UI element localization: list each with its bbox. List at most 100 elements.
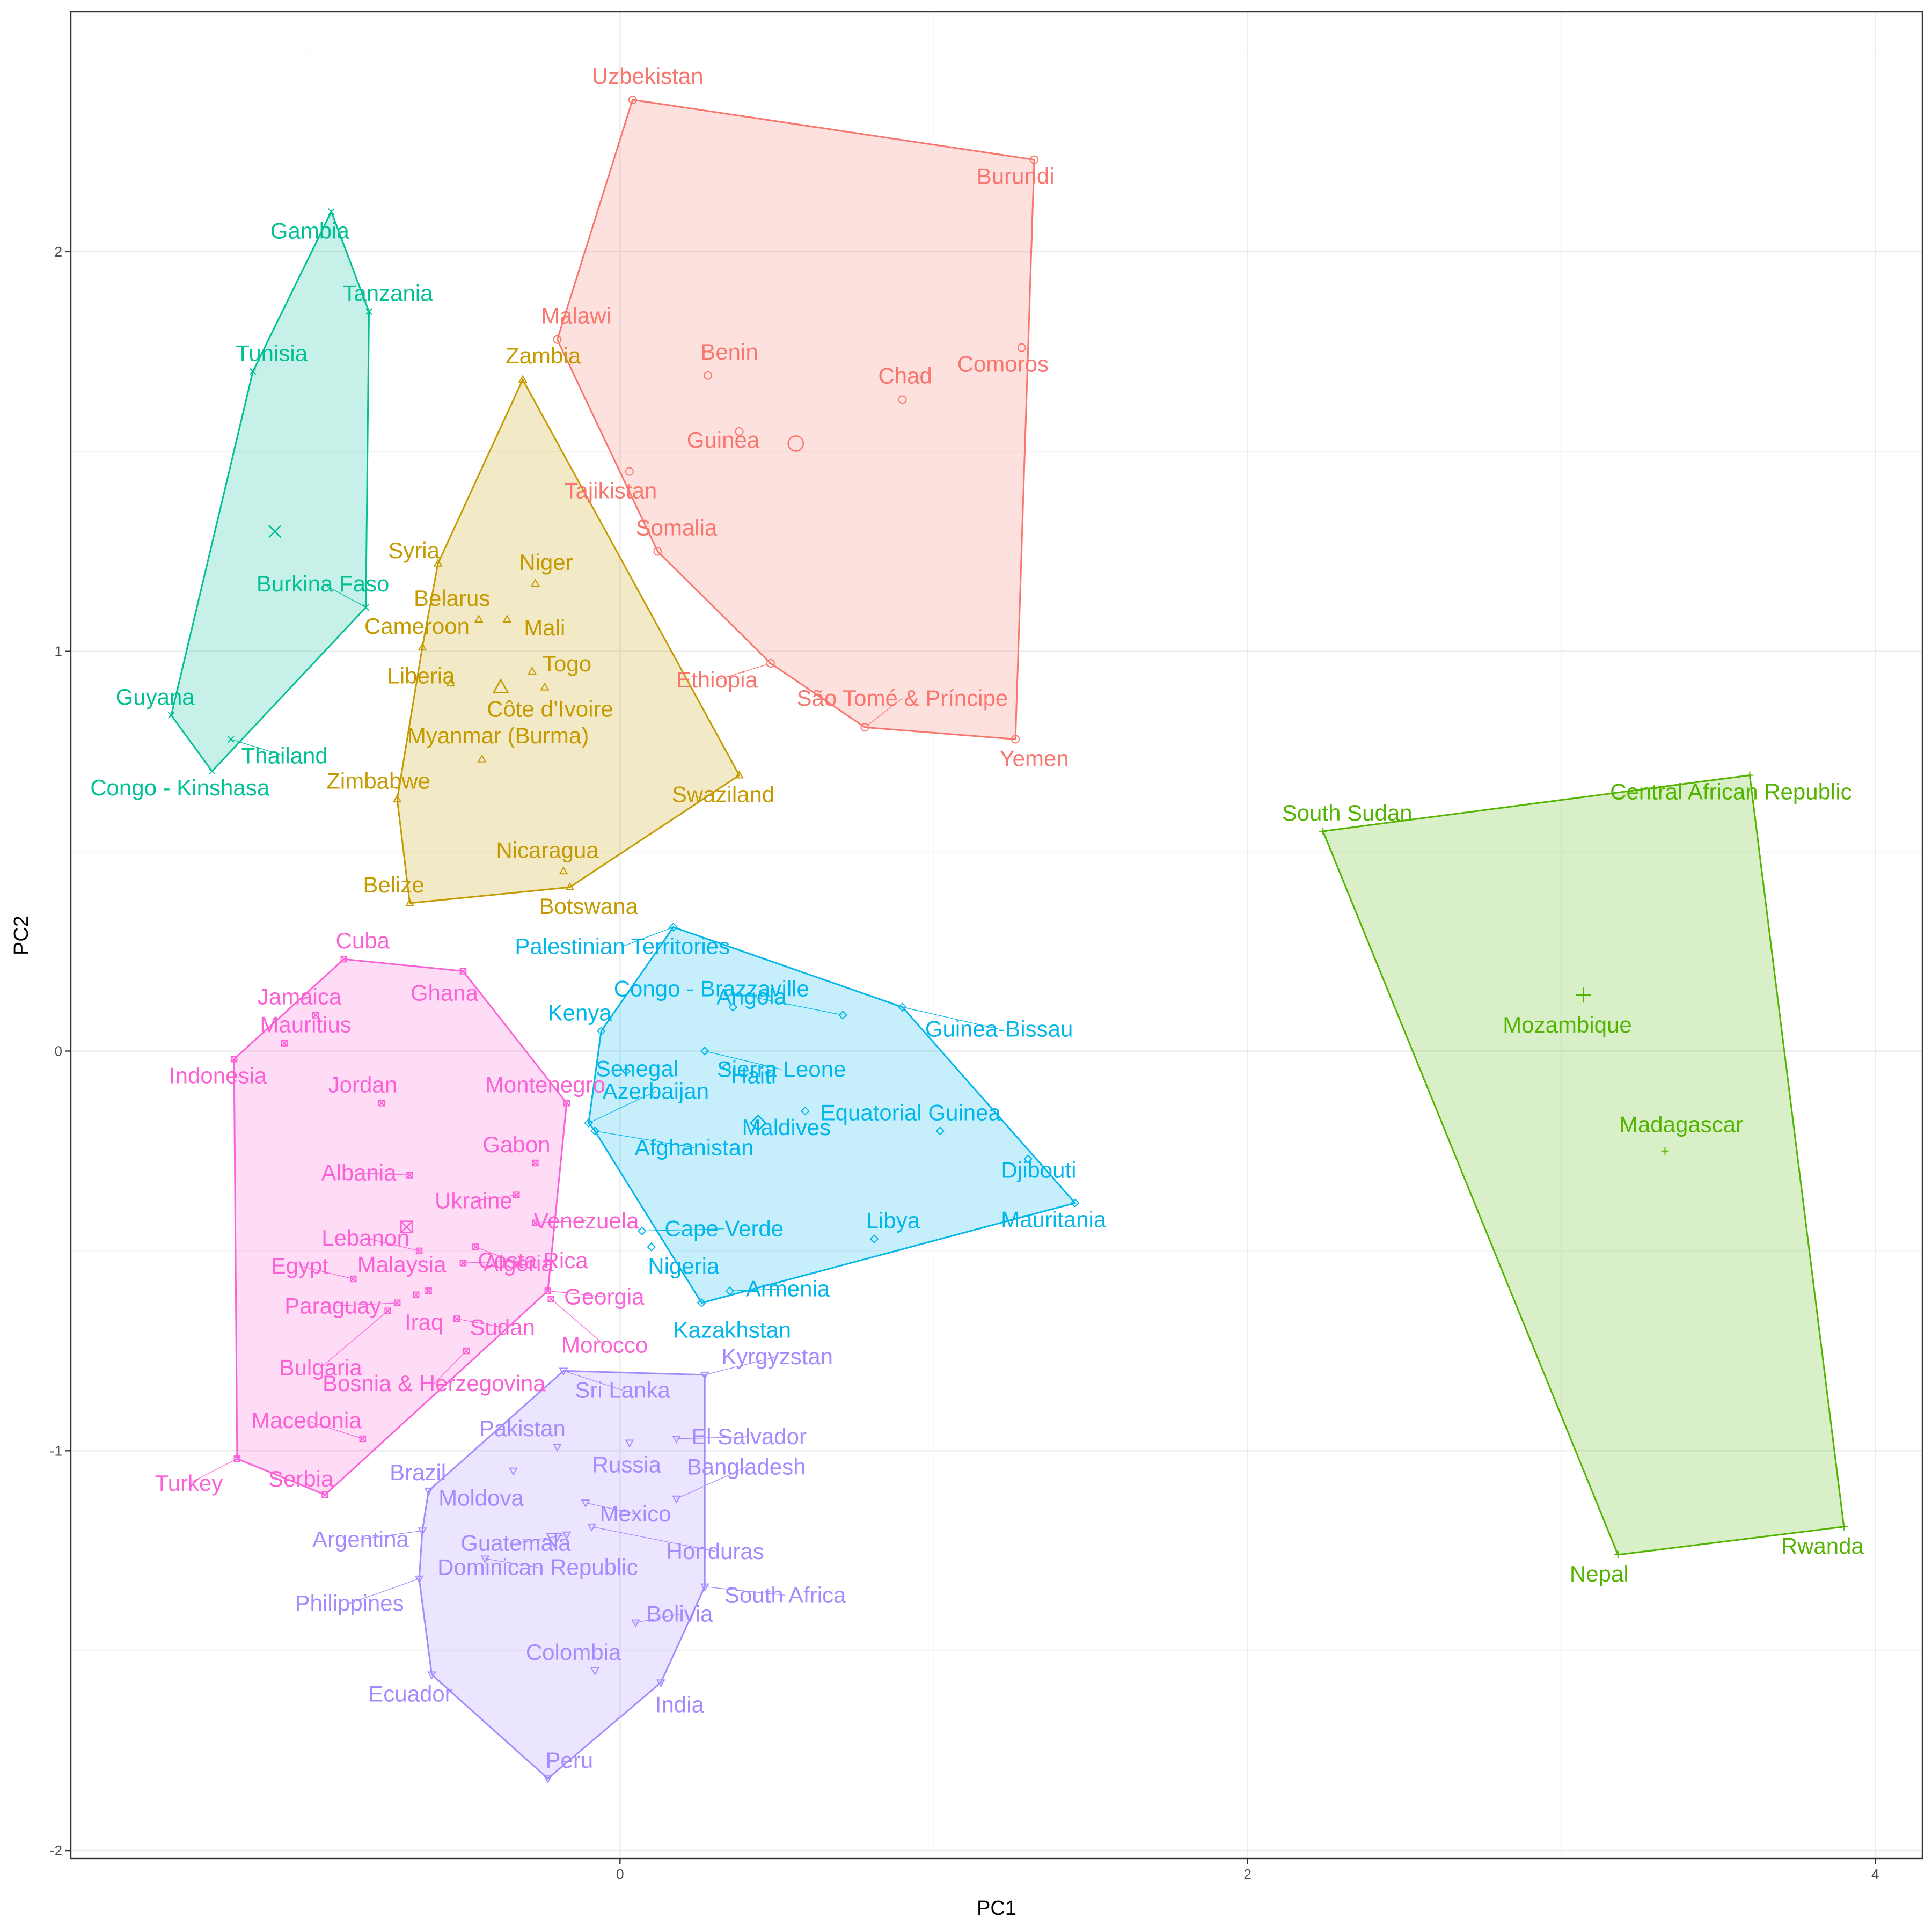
label-gambia: Gambia	[270, 218, 350, 243]
point-kazakhstan	[697, 1298, 706, 1308]
point-angola	[838, 1011, 847, 1020]
leader-georgia	[547, 1290, 604, 1298]
grid-lines	[71, 12, 1922, 1858]
data-points	[167, 95, 1848, 1784]
label-costa-rica: Costa Rica	[478, 1248, 588, 1273]
point-paraguay	[393, 1299, 401, 1306]
point-libya	[869, 1234, 879, 1243]
label-bolivia: Bolivia	[647, 1601, 713, 1627]
point-congo-brazzaville	[728, 1002, 738, 1012]
label-honduras: Honduras	[667, 1539, 764, 1564]
label-nicaragua: Nicaragua	[496, 837, 599, 862]
point-egypt	[350, 1275, 357, 1283]
leader-turkey	[188, 1458, 238, 1484]
label-macedonia: Macedonia	[251, 1408, 362, 1433]
label-el-salvador: El Salvador	[691, 1424, 807, 1449]
point-south-africa	[700, 1583, 709, 1592]
point-thailand	[227, 736, 235, 743]
label-botswana: Botswana	[539, 894, 639, 919]
point-dominican-republic	[480, 1555, 490, 1564]
label-mauritius: Mauritius	[260, 1012, 351, 1037]
label-madagascar: Madagascar	[1619, 1112, 1743, 1137]
x-tick-label: 4	[1871, 1866, 1879, 1882]
leader-palestinian-territories	[622, 926, 674, 947]
point-djibouti	[1023, 1154, 1033, 1164]
point-gabon	[532, 1159, 539, 1167]
point-cameroon	[418, 642, 427, 651]
leader-bangladesh	[676, 1467, 747, 1499]
label-tunisia: Tunisia	[236, 340, 308, 365]
label-equatorial-guinea: Equatorial Guinea	[821, 1100, 1001, 1125]
point-armenia	[725, 1286, 735, 1296]
label-malaysia: Malaysia	[357, 1252, 447, 1277]
point-palestinian-territories	[669, 923, 678, 932]
point-burkina-faso	[362, 604, 369, 611]
point-comoros	[1017, 343, 1026, 352]
leader-south-africa	[705, 1586, 786, 1596]
leader-sao-tome-principe	[865, 698, 903, 728]
point-kenya	[596, 1026, 606, 1036]
label-venezuela: Venezuela	[533, 1208, 639, 1233]
label-jordan: Jordan	[328, 1072, 397, 1097]
label-senegal: Senegal	[596, 1056, 678, 1081]
label-philippines: Philippines	[295, 1591, 404, 1616]
label-armenia: Armenia	[746, 1276, 830, 1301]
x-tick-label: 2	[1244, 1866, 1252, 1882]
label-benin: Benin	[700, 339, 758, 364]
point-cape-verde	[637, 1226, 647, 1236]
point-sri-lanka	[559, 1367, 568, 1376]
label-bulgaria: Bulgaria	[280, 1355, 363, 1380]
point-lebanon	[415, 1247, 423, 1255]
label-congo-kinshasa: Congo - Kinshasa	[90, 775, 270, 800]
point-tunisia	[249, 368, 257, 375]
y-tick-label: -1	[50, 1443, 62, 1459]
point-liberia	[446, 678, 455, 687]
cluster-centroid-2	[492, 678, 509, 693]
point-macedonia	[359, 1435, 367, 1443]
y-tick-label: 2	[55, 244, 62, 260]
label-algeria: Algeria	[484, 1250, 554, 1276]
point-guinea-bissau	[898, 1002, 907, 1012]
label-south-sudan: South Sudan	[1282, 800, 1413, 825]
leader-dominican-republic	[485, 1558, 538, 1568]
label-cote-d-ivoire: Côte d’Ivoire	[487, 697, 613, 722]
point-argentina	[418, 1527, 427, 1536]
label-paraguay: Paraguay	[284, 1293, 381, 1319]
point-mauritania	[1070, 1198, 1080, 1208]
point-brazil	[424, 1487, 433, 1496]
leader-philippines	[349, 1578, 420, 1604]
point-albania	[406, 1172, 413, 1179]
point-myanmar-burma	[477, 754, 487, 763]
cluster-centroid-6	[545, 1533, 563, 1548]
point-belize	[405, 898, 414, 906]
leader-bosnia-herzegovina	[434, 1350, 467, 1384]
leader-sierra-leone	[705, 1050, 782, 1070]
point-sierra-leone	[700, 1046, 709, 1056]
leader-honduras	[591, 1526, 715, 1552]
label-jamaica: Jamaica	[258, 984, 342, 1009]
label-nigeria: Nigeria	[648, 1253, 720, 1278]
point-botswana	[565, 882, 575, 891]
label-uzbekistan: Uzbekistan	[592, 63, 704, 89]
label-kyrgyzstan: Kyrgyzstan	[721, 1344, 833, 1369]
label-comoros: Comoros	[957, 352, 1049, 377]
label-sudan: Sudan	[470, 1315, 535, 1340]
point-el-salvador	[672, 1436, 681, 1444]
point-bulgaria	[384, 1307, 391, 1314]
label-liberia: Liberia	[387, 663, 455, 688]
point-afghanistan	[590, 1126, 599, 1136]
leader-macedonia	[306, 1420, 363, 1439]
label-russia: Russia	[592, 1452, 662, 1477]
label-gabon: Gabon	[482, 1132, 550, 1157]
point-venezuela	[532, 1219, 539, 1227]
label-indonesia: Indonesia	[169, 1063, 267, 1088]
point-guinea	[735, 427, 744, 436]
leader-bolivia	[635, 1613, 680, 1623]
point-somalia	[653, 547, 662, 556]
y-tick-label: 0	[55, 1043, 62, 1059]
cluster-hull-2	[396, 377, 741, 904]
label-colombia: Colombia	[526, 1640, 621, 1665]
label-lebanon: Lebanon	[321, 1225, 409, 1250]
point-burundi	[1030, 155, 1039, 164]
label-india: India	[655, 1692, 705, 1717]
